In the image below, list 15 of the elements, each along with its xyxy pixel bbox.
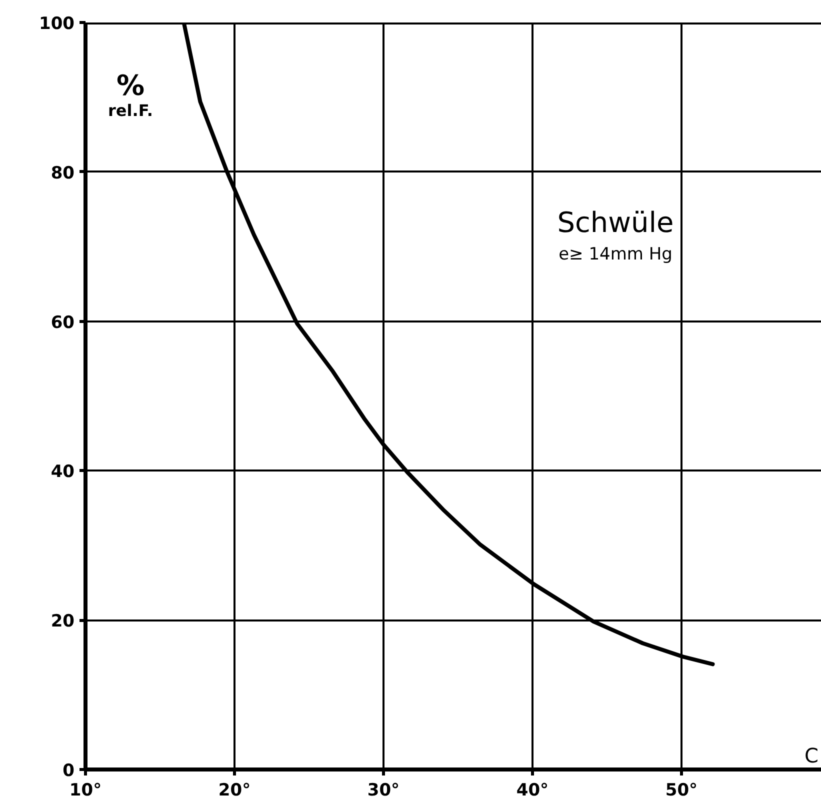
y-tick-label: 40	[50, 462, 75, 482]
annotation: Schwüle	[557, 206, 674, 239]
x-tick-label: 10°	[69, 780, 102, 800]
x-tick-label: 50°	[665, 780, 698, 800]
x-axis-title: C	[804, 744, 818, 768]
x-tick-label: 30°	[367, 780, 400, 800]
y-axis-title: % rel.F.	[108, 69, 153, 120]
y-tick-label: 80	[50, 163, 75, 184]
y-tick-label: 0	[62, 761, 75, 781]
x-tick-label: 40°	[516, 780, 549, 800]
y-tick-label: 60	[50, 312, 75, 333]
annotation: e≥ 14mm Hg	[558, 244, 672, 264]
y-tick-label: 100	[39, 14, 75, 34]
x-tick-label: 20°	[218, 780, 251, 800]
y-tick-label: 20	[50, 612, 75, 632]
